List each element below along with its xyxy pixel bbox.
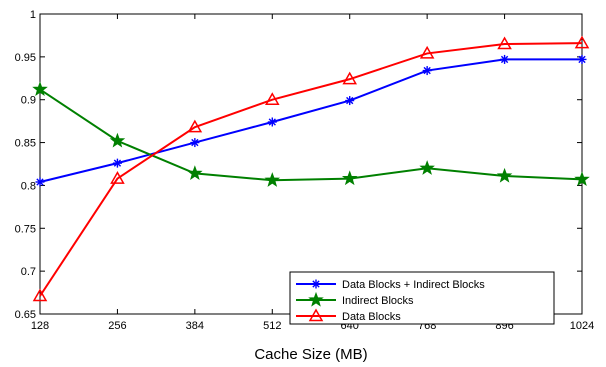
x-tick-label: 256 bbox=[108, 320, 126, 332]
legend-label: Data Blocks + Indirect Blocks bbox=[342, 279, 485, 291]
legend-marker bbox=[308, 308, 324, 322]
y-tick-label: 0.9 bbox=[21, 95, 36, 107]
marker-stroke bbox=[500, 55, 509, 64]
legend-entry: Data Blocks bbox=[296, 308, 401, 323]
data-point bbox=[577, 54, 587, 64]
y-tick-label: 0.75 bbox=[15, 223, 36, 235]
x-tick-label: 1024 bbox=[570, 320, 594, 332]
data-point bbox=[264, 172, 281, 187]
plot-area bbox=[39, 13, 583, 315]
data-point bbox=[342, 71, 358, 85]
marker-stroke bbox=[113, 159, 122, 167]
marker-stroke bbox=[268, 118, 276, 126]
x-tick-label: 128 bbox=[31, 320, 49, 332]
data-point bbox=[500, 54, 510, 64]
data-point bbox=[109, 132, 126, 148]
data-point bbox=[267, 117, 277, 127]
legend-entry: Data Blocks + Indirect Blocks bbox=[296, 279, 485, 291]
marker-stroke bbox=[423, 66, 431, 75]
legend-marker bbox=[311, 279, 321, 289]
y-tick-label: 0.85 bbox=[15, 138, 36, 150]
y-tick-label: 0.65 bbox=[15, 309, 36, 321]
y-tick-label: 0.7 bbox=[21, 266, 36, 278]
y-tick-label: 0.8 bbox=[21, 180, 36, 192]
data-point bbox=[496, 167, 513, 183]
x-axis-title: Cache Size (MB) bbox=[254, 346, 367, 363]
data-point bbox=[187, 165, 203, 181]
marker-stroke bbox=[346, 96, 354, 105]
data-point bbox=[190, 138, 200, 148]
y-tick-label: 1 bbox=[30, 9, 36, 21]
series-layer bbox=[32, 35, 590, 302]
data-point bbox=[32, 81, 48, 97]
marker-stroke bbox=[578, 55, 586, 64]
marker-stroke bbox=[36, 178, 44, 186]
y-tick-label: 0.95 bbox=[15, 52, 36, 64]
data-point bbox=[32, 288, 48, 302]
data-point bbox=[110, 171, 125, 184]
data-point bbox=[187, 119, 203, 133]
marker-stroke bbox=[191, 138, 199, 147]
series-2 bbox=[32, 35, 590, 302]
data-point bbox=[345, 96, 355, 106]
data-point bbox=[264, 92, 280, 105]
x-tick-label: 512 bbox=[263, 320, 281, 332]
series-line bbox=[39, 58, 582, 183]
series-line bbox=[39, 88, 583, 182]
legend: Data Blocks + Indirect Blocks Indirect Bl… bbox=[289, 271, 555, 325]
series-line bbox=[39, 42, 583, 297]
data-point bbox=[419, 45, 435, 59]
series-1 bbox=[32, 81, 590, 187]
legend-marker bbox=[308, 291, 324, 307]
x-tick-label: 384 bbox=[186, 320, 204, 332]
data-point bbox=[112, 158, 122, 168]
data-point bbox=[419, 160, 435, 175]
legend-entry: Indirect Blocks bbox=[296, 291, 414, 307]
data-point bbox=[35, 177, 45, 187]
data-point bbox=[422, 66, 432, 76]
legend-label: Data Blocks bbox=[342, 311, 401, 323]
data-point bbox=[574, 35, 590, 49]
data-point bbox=[574, 171, 590, 187]
legend-label: Indirect Blocks bbox=[342, 295, 414, 307]
series-0 bbox=[35, 54, 587, 187]
marker-stroke bbox=[312, 280, 320, 288]
data-point bbox=[341, 170, 358, 186]
data-point bbox=[497, 36, 512, 50]
